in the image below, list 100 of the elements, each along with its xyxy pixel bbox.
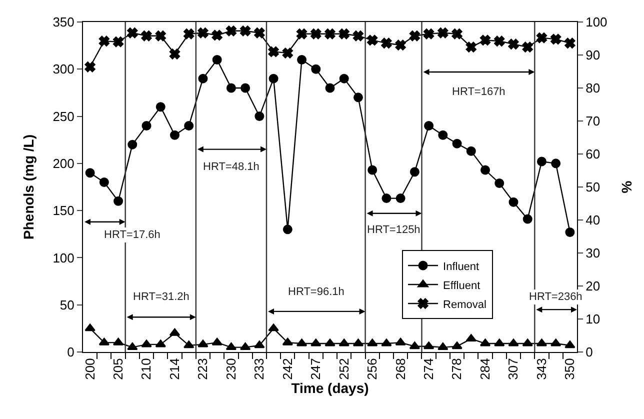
point — [382, 194, 392, 204]
point — [565, 228, 575, 238]
point — [352, 30, 364, 42]
point — [84, 324, 96, 332]
point — [324, 28, 336, 40]
point — [198, 340, 208, 348]
point — [184, 120, 194, 130]
point — [198, 74, 208, 84]
point — [198, 28, 208, 38]
legend-label: Removal — [443, 298, 486, 311]
point — [155, 340, 166, 348]
y-tick-label: 350 — [52, 14, 74, 30]
annotation: HRT=17.6h — [104, 229, 160, 241]
x-tick-label: 223 — [195, 358, 210, 380]
point — [156, 102, 166, 112]
y-tick-label: 150 — [52, 203, 74, 218]
point — [452, 28, 462, 40]
point — [212, 338, 222, 346]
x-tick-label: 252 — [336, 358, 352, 380]
point — [310, 338, 322, 346]
y-tick-label: 300 — [52, 62, 74, 77]
y-tick-label: 100 — [52, 250, 74, 266]
y2-tick-label: 90 — [586, 48, 600, 63]
point — [480, 165, 490, 175]
point — [338, 338, 350, 346]
legend-label: Influent — [443, 260, 480, 273]
point — [368, 165, 378, 175]
y2-tick-label: 80 — [586, 80, 600, 96]
x-tick-label: 200 — [82, 358, 98, 380]
y-tick-label: 200 — [52, 156, 74, 171]
point — [114, 196, 124, 206]
annotation: HRT=125h — [367, 224, 420, 236]
point — [296, 28, 308, 40]
point — [254, 340, 265, 348]
point — [268, 46, 279, 57]
point — [338, 28, 350, 40]
x-tick-label: 242 — [280, 358, 295, 380]
point — [508, 197, 518, 207]
x-tick-label: 343 — [534, 358, 549, 380]
point — [564, 340, 576, 348]
point — [508, 38, 519, 50]
point — [99, 178, 109, 188]
y2-axis-title: % — [618, 180, 635, 194]
point — [522, 338, 533, 346]
y2-tick-label: 100 — [586, 14, 608, 30]
point — [142, 120, 152, 130]
point — [128, 140, 138, 150]
annotation: HRT=96.1h — [288, 286, 344, 298]
legend-label: Effluent — [443, 280, 480, 292]
x-tick-label: 278 — [449, 358, 464, 380]
point — [169, 48, 180, 60]
point — [551, 158, 561, 168]
point — [367, 34, 378, 46]
y-tick-label: 50 — [60, 297, 74, 312]
x-tick-label: 205 — [110, 358, 126, 380]
point — [396, 194, 406, 204]
point — [127, 28, 138, 38]
y2-tick-label: 50 — [586, 180, 600, 195]
point — [226, 83, 236, 93]
point — [409, 30, 420, 42]
x-tick-label: 214 — [166, 358, 182, 380]
point — [466, 146, 476, 156]
y-axis-title: Phenols (mg /L) — [20, 134, 36, 240]
point — [170, 130, 180, 140]
point — [311, 64, 321, 74]
point — [395, 338, 406, 346]
x-tick-label: 210 — [138, 358, 154, 380]
point — [339, 74, 349, 84]
point — [184, 28, 194, 40]
point — [452, 342, 462, 350]
point — [212, 30, 222, 40]
annotation: HRT=167h — [452, 86, 506, 98]
point — [494, 36, 505, 46]
point — [494, 338, 505, 346]
point — [480, 34, 491, 46]
point — [212, 54, 222, 64]
point — [113, 36, 124, 48]
point — [508, 338, 519, 346]
point — [438, 28, 448, 38]
x-tick-label: 247 — [308, 358, 324, 380]
point — [536, 32, 547, 44]
point — [494, 178, 504, 188]
point — [155, 30, 166, 42]
x-tick-label: 307 — [506, 358, 521, 380]
annotation: HRT=48.1h — [203, 161, 260, 173]
point — [310, 28, 322, 40]
x-tick-label: 256 — [364, 358, 380, 380]
point — [424, 120, 434, 130]
point — [550, 34, 562, 44]
point — [324, 338, 336, 346]
point — [325, 83, 335, 93]
x-tick-label: 268 — [392, 358, 408, 380]
point — [268, 74, 278, 84]
point — [268, 324, 279, 332]
point — [282, 48, 293, 58]
point — [536, 156, 546, 166]
y2-tick-label: 40 — [586, 212, 600, 228]
point — [254, 112, 264, 122]
y-tick-label: 250 — [52, 108, 74, 124]
point — [381, 338, 392, 346]
